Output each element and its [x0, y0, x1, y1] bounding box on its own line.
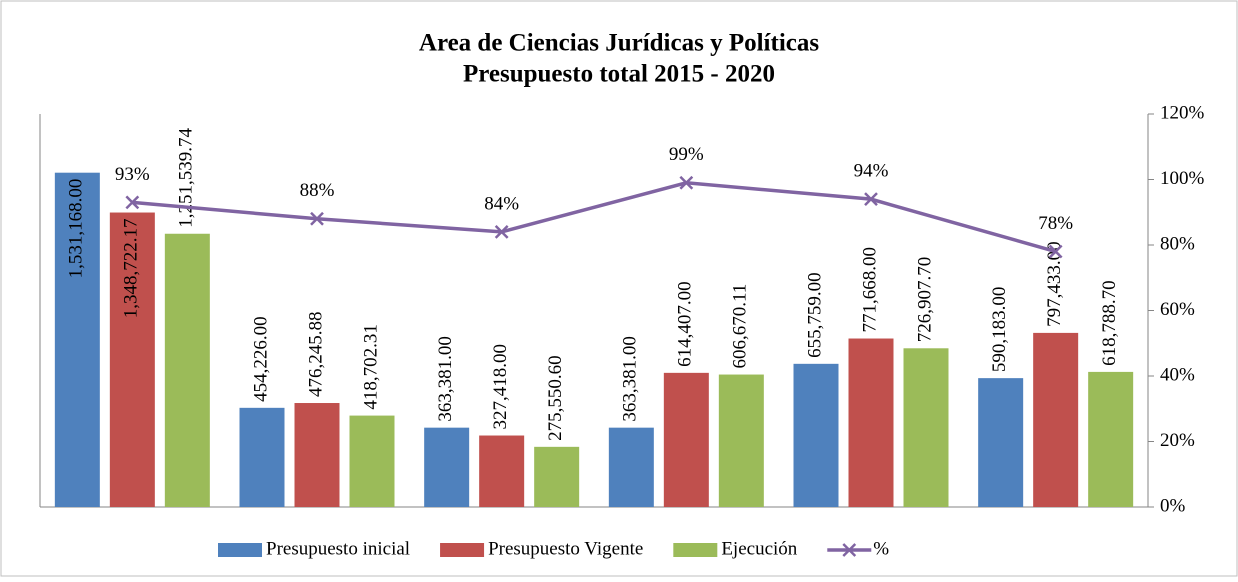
bar: [978, 378, 1024, 507]
data-label: 1,531,168.00: [66, 179, 87, 279]
legend-label: Presupuesto Vigente: [488, 538, 643, 559]
data-label: 363,381.00: [435, 336, 456, 421]
data-label: 476,245.88: [305, 312, 326, 398]
data-label: 363,381.00: [620, 336, 641, 422]
line: [132, 181, 1057, 254]
bar: [349, 415, 395, 507]
data-label: 78%: [1038, 213, 1073, 234]
data-label: 99%: [669, 144, 704, 165]
bar: [848, 338, 894, 507]
line-marker: [310, 211, 324, 226]
bar: [424, 427, 470, 507]
bar: [109, 212, 155, 507]
y2-tick-label: 20%: [1160, 430, 1195, 451]
legend-swatch: [440, 543, 485, 557]
data-label: 1,348,722.17: [121, 219, 142, 319]
data-label: 655,759.00: [804, 272, 825, 358]
bar: [793, 363, 839, 507]
y2-tick-label: 120%: [1160, 102, 1205, 123]
data-label: 797,433.00: [1044, 241, 1065, 327]
legend-label: Ejecución: [721, 538, 797, 559]
data-label: 275,550.60: [545, 355, 566, 441]
data-label: 418,702.31: [360, 324, 381, 410]
line-marker: [679, 175, 694, 190]
data-label: 88%: [300, 180, 335, 201]
legend-label: Presupuesto inicial: [266, 538, 410, 559]
data-label: 726,907.70: [914, 257, 935, 343]
data-label: 771,668.00: [859, 247, 880, 333]
bar: [1088, 371, 1134, 507]
bar: [164, 233, 210, 507]
bar: [294, 403, 340, 507]
y2-tick-label: 80%: [1160, 233, 1195, 254]
legend-swatch: [218, 543, 262, 557]
bar: [1033, 332, 1079, 507]
line-marker: [125, 195, 140, 210]
data-label: 606,670.11: [730, 284, 751, 369]
data-label: 454,226.00: [250, 316, 271, 402]
line-marker: [864, 192, 878, 207]
legend-label: %: [873, 538, 889, 559]
data-label: 84%: [484, 193, 519, 214]
data-label: 93%: [115, 164, 150, 185]
bar: [239, 407, 285, 507]
data-label: 94%: [854, 161, 889, 182]
chart-title: Area de Ciencias Jurídicas y Políticas: [419, 30, 819, 57]
bar: [663, 372, 709, 507]
data-label: 618,788.70: [1099, 280, 1120, 366]
bar: [54, 172, 100, 507]
bar: [534, 446, 580, 507]
data-label: 614,407.00: [675, 281, 696, 367]
bar: [903, 348, 949, 507]
y2-tick-label: 40%: [1160, 364, 1195, 385]
bar: [608, 427, 654, 507]
line-marker: [1048, 244, 1063, 259]
chart-subtitle: Presupuesto total 2015 - 2020: [463, 61, 775, 88]
data-label: 590,183.00: [989, 287, 1010, 373]
legend-swatch: [673, 543, 718, 557]
bar: [479, 435, 525, 507]
bar: [718, 374, 764, 507]
legend-marker: [842, 543, 857, 557]
y2-tick-label: 60%: [1160, 299, 1195, 320]
y2-tick-label: 100%: [1160, 168, 1205, 189]
data-label: 1,251,539.74: [176, 127, 197, 227]
data-label: 327,418.00: [490, 344, 511, 429]
line-marker: [494, 225, 509, 239]
y2-tick-label: 0%: [1160, 495, 1186, 516]
